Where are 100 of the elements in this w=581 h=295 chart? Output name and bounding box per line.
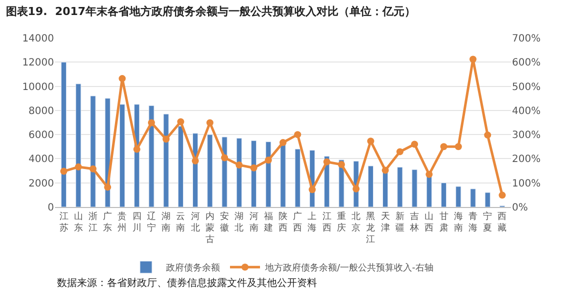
point (411, 140, 418, 148)
x-tick-label: 吉林 (409, 210, 420, 234)
bar (280, 144, 286, 207)
y-tick-label: 0 (48, 202, 54, 214)
x-tick-label: 宁夏 (483, 210, 492, 234)
x-tick-label: 青海 (468, 210, 478, 234)
x-tick-label: 河北 (190, 210, 200, 234)
legend-label: 地方政府债务余额/一般公共预算收入-右轴 (264, 262, 434, 274)
y2-tick-label: 500% (512, 82, 541, 93)
point (294, 131, 302, 138)
bar (440, 182, 447, 207)
x-tick-label: 贵州 (118, 210, 127, 234)
bar (60, 62, 67, 207)
y-tick-label: 6000 (28, 130, 54, 142)
x-tick-label: 海南 (454, 210, 463, 234)
bar (397, 166, 403, 207)
x-tick-label: 黑龙江 (366, 210, 376, 246)
x-tick-label: 浙江 (88, 210, 98, 234)
x-tick-label: 天津 (380, 210, 390, 234)
point (367, 138, 374, 145)
point (352, 185, 360, 192)
point (498, 192, 506, 199)
x-tick-label: 安徽 (220, 210, 230, 234)
y2-tick-label: 100% (512, 178, 541, 190)
bar (368, 166, 374, 207)
chart-title: 图表19. 2017年末各省地方政府债务余额与一般公共预算收入对比（单位：亿元） (6, 5, 416, 18)
point (382, 166, 389, 174)
x-tick-label: 广西 (293, 210, 302, 234)
point (426, 170, 433, 178)
point (221, 154, 228, 162)
x-tick-label: 山东 (74, 210, 83, 234)
point (396, 148, 404, 156)
bar (456, 186, 462, 207)
y2-tick-label: 200% (512, 154, 541, 166)
y2-tick-label: 300% (512, 130, 541, 142)
x-tick-label: 江苏 (59, 210, 68, 234)
point (454, 143, 462, 150)
point (323, 158, 330, 166)
x-tick-label: 四川 (132, 212, 142, 234)
y2-tick-label: 0% (512, 202, 528, 214)
bar (76, 84, 82, 207)
point (148, 119, 155, 126)
x-tick-label: 北京 (352, 210, 361, 234)
point (60, 168, 68, 175)
x-tick-label: 辽宁 (146, 210, 156, 234)
point (338, 161, 345, 168)
x-tick-label: 广东 (103, 210, 112, 234)
point (308, 186, 316, 194)
y2-tick-label: 700% (512, 34, 541, 44)
y-tick-label: 10000 (22, 82, 54, 93)
point (162, 136, 170, 143)
point (470, 56, 476, 63)
point (177, 118, 184, 126)
point (264, 156, 272, 164)
bar (163, 114, 169, 207)
point (133, 146, 140, 153)
x-tick-label: 重庆 (336, 210, 346, 234)
point (250, 164, 258, 172)
bar (382, 170, 388, 207)
point (74, 163, 82, 170)
point (440, 143, 448, 150)
point (206, 119, 214, 126)
point (192, 157, 199, 164)
x-tick-label: 山西 (424, 210, 434, 234)
y-tick-label: 14000 (22, 34, 54, 44)
y2-tick-label: 400% (512, 106, 541, 117)
bar (90, 96, 96, 207)
y-tick-label: 2000 (28, 178, 54, 190)
y-tick-label: 4000 (28, 154, 54, 166)
point (104, 184, 112, 191)
x-tick-label: 福建 (262, 210, 273, 234)
point (90, 165, 96, 172)
bar (470, 188, 476, 207)
x-tick-label: 上海 (308, 210, 317, 234)
x-tick-label: 西藏 (498, 212, 507, 234)
bar (178, 126, 184, 207)
y-tick-label: 12000 (22, 58, 54, 69)
bar (207, 134, 213, 207)
bar (484, 192, 490, 207)
point (118, 75, 126, 82)
y2-tick-label: 600% (512, 58, 541, 69)
x-tick-label: 内蒙古 (205, 210, 214, 246)
y-tick-label: 8000 (28, 106, 54, 117)
x-tick-label: 江西 (322, 210, 332, 234)
x-tick-label: 新疆 (395, 210, 404, 234)
point (236, 161, 243, 168)
source-note: 数据来源：各省财政厅、债券信息披露文件及其他公开资料 (57, 277, 317, 289)
x-tick-label: 湖北 (234, 210, 244, 234)
point (280, 139, 286, 146)
bar (119, 104, 126, 207)
x-tick-label: 陕西 (278, 210, 288, 234)
bar (294, 148, 300, 207)
bar (412, 169, 418, 207)
x-tick-label: 甘肃 (439, 210, 448, 234)
bar (148, 105, 154, 207)
point (484, 132, 492, 139)
x-tick-label: 湖南 (162, 210, 171, 234)
x-tick-label: 云南 (176, 212, 186, 234)
x-tick-label: 河南 (249, 210, 258, 234)
legend-label: 政府债务余额 (166, 262, 220, 274)
